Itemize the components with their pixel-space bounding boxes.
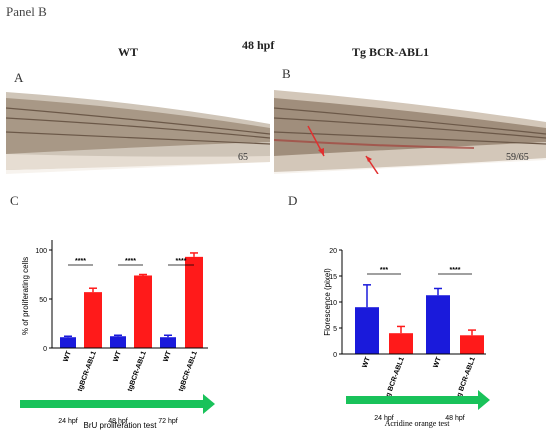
chart-d-letter: D (288, 193, 298, 208)
c-bar (134, 275, 152, 348)
photo-tg-image (273, 62, 547, 175)
chart-c-caption: BrU proliferation test (84, 421, 158, 430)
c-tick-label: 100 (35, 248, 47, 255)
photo-b-count: 59/65 (506, 152, 529, 163)
header-tg: Tg BCR-ABL1 (352, 45, 430, 59)
photo-wt-image (5, 62, 271, 174)
c-bar (84, 292, 102, 348)
d-time-label: 48 hpf (445, 415, 465, 422)
c-bar (60, 337, 76, 348)
chart-c-time-arrow (20, 394, 215, 414)
chart-d-caption: Acridine orange test (385, 419, 451, 428)
header-wt: WT (118, 45, 139, 59)
d-time-label: 24 hpf (374, 415, 394, 422)
d-tick-label: 15 (329, 274, 337, 281)
d-tick-label: 5 (333, 326, 337, 333)
c-time-label: 24 hpf (58, 418, 78, 425)
d-category-label: tg BCR-ABL1 (384, 356, 406, 400)
panel-title: Panel B (6, 4, 47, 19)
photo-tg-tail: B 59/65 (273, 62, 547, 175)
photo-b-letter: B (282, 66, 291, 81)
c-significance-stars: **** (75, 258, 86, 265)
d-bar (389, 333, 413, 354)
c-significance-stars: **** (176, 258, 187, 265)
d-tick-label: 20 (329, 248, 337, 255)
c-category-label: WT (63, 350, 74, 363)
c-bar (185, 256, 203, 348)
photo-a-count: 65 (238, 152, 248, 163)
d-significance-stars: **** (450, 267, 461, 274)
photo-wt-tail: A 65 (5, 62, 271, 174)
chart-d-time-arrow (346, 390, 490, 410)
d-significance-stars: *** (380, 267, 388, 274)
d-tick-label: 0 (333, 352, 337, 359)
d-tick-label: 10 (329, 300, 337, 307)
d-category-label: WT (362, 356, 373, 369)
c-category-label: WT (163, 350, 174, 363)
c-time-label: 48 hpf (108, 418, 128, 425)
c-bar (160, 337, 176, 348)
d-bar (460, 335, 484, 354)
photo-a-letter: A (14, 70, 24, 85)
chart-d-ylabel: Florescence (pixel) (323, 268, 332, 336)
d-bar (355, 307, 379, 354)
c-tick-label: 50 (39, 297, 47, 304)
chart-c-letter: C (10, 193, 19, 208)
d-bar (426, 295, 450, 354)
c-category-label: tgBCR-ABL1 (178, 350, 199, 392)
chart-c-ylabel: % of proliferating cells (21, 257, 30, 335)
d-category-label: WT (433, 356, 444, 369)
c-category-label: tgBCR-ABL1 (77, 350, 98, 392)
c-time-label: 72 hpf (158, 418, 178, 425)
c-significance-stars: **** (125, 258, 136, 265)
c-bar (110, 336, 126, 348)
header-time: 48 hpf (242, 38, 275, 52)
d-category-label: tg BCR-ABL1 (455, 356, 477, 400)
c-tick-label: 0 (43, 346, 47, 353)
c-category-label: tgBCR-ABL1 (127, 350, 148, 392)
chart-c: % of proliferating cells 0 50 100 **** ****… (20, 240, 215, 430)
c-category-label: WT (113, 350, 124, 363)
